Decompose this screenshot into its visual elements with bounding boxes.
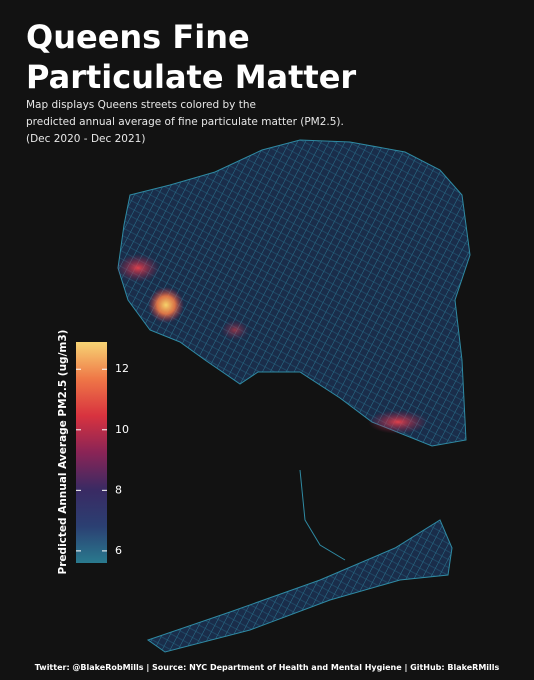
rockaway-shape <box>146 519 453 653</box>
jfk-road <box>299 469 346 561</box>
hotspot <box>148 287 184 323</box>
hotspot <box>116 254 160 282</box>
colorbar-label: Predicted Annual Average PM2.5 (ug/m3) <box>57 330 69 575</box>
hotspot <box>368 410 428 434</box>
footer: Twitter: @BlakeRobMills | Source: NYC De… <box>35 663 500 672</box>
title-line: Queens Fine <box>26 18 250 56</box>
title-line: Particulate Matter <box>26 58 356 96</box>
hotspot <box>221 320 249 340</box>
tick-label: 6 <box>115 544 122 557</box>
tick-label: 12 <box>115 362 129 375</box>
subtitle-line: Map displays Queens streets colored by t… <box>26 99 256 111</box>
tick-label: 8 <box>115 483 122 496</box>
borough-shape <box>117 139 471 447</box>
queens-map <box>116 139 471 653</box>
colorbar <box>76 342 107 563</box>
subtitle-line: (Dec 2020 - Dec 2021) <box>26 133 145 145</box>
tick-label: 10 <box>115 423 129 436</box>
subtitle-line: predicted annual average of fine particu… <box>26 116 344 128</box>
